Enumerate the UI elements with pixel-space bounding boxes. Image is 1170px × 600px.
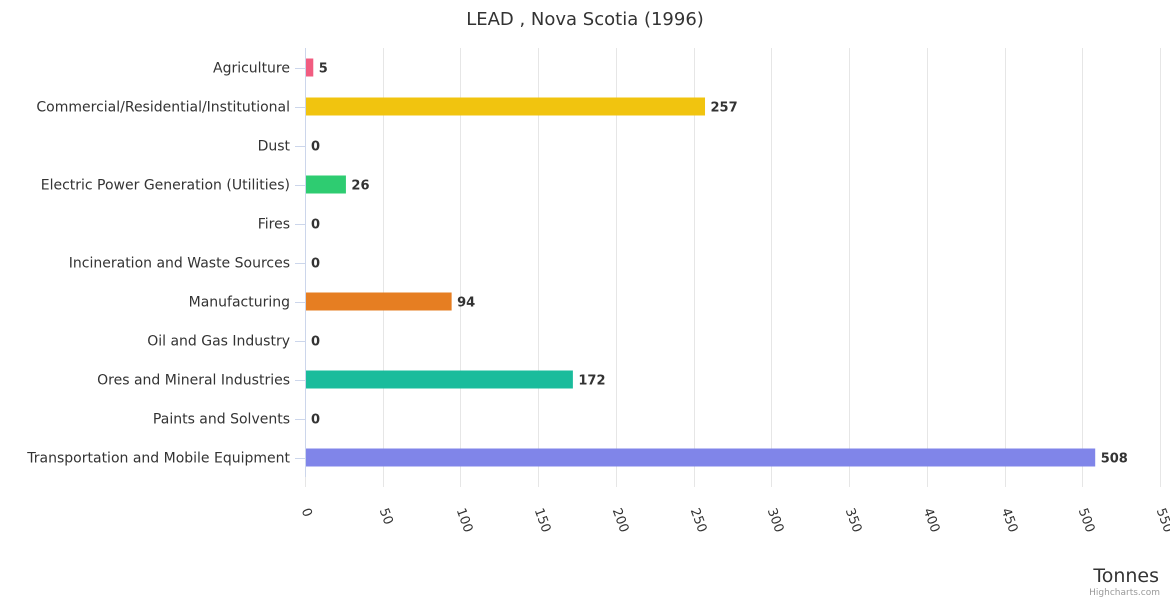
data-label: 172: [578, 374, 605, 389]
category-axis: Agriculture Commercial/Residential/Instit…: [26, 61, 305, 467]
tick-label: 400: [920, 506, 943, 534]
category-label: Transportation and Mobile Equipment: [26, 451, 290, 467]
tick-label: 50: [376, 506, 396, 527]
data-label: 0: [311, 140, 320, 155]
category-label: Manufacturing: [189, 295, 290, 311]
data-label: 0: [311, 218, 320, 233]
chart-title: LEAD , Nova Scotia (1996): [466, 9, 704, 30]
data-label: 0: [311, 335, 320, 350]
tick-label: 0: [298, 506, 315, 519]
tick-label: 450: [998, 506, 1021, 534]
bar[interactable]: [305, 175, 346, 194]
category-label: Paints and Solvents: [153, 412, 290, 428]
category-label: Fires: [258, 217, 290, 233]
value-axis-title: Tonnes: [1092, 565, 1159, 587]
tick-label: 250: [687, 506, 710, 534]
category-label: Agriculture: [213, 61, 290, 77]
tick-label: 200: [609, 506, 632, 534]
tick-label: 350: [842, 506, 865, 534]
credits-link[interactable]: Highcharts.com: [1089, 588, 1160, 598]
category-label: Ores and Mineral Industries: [97, 373, 290, 389]
data-label: 508: [1101, 452, 1128, 467]
bar[interactable]: [305, 58, 314, 77]
data-label: 94: [457, 296, 475, 311]
category-label: Dust: [258, 139, 291, 155]
data-label: 5: [319, 62, 328, 77]
bar[interactable]: [305, 292, 452, 311]
bar[interactable]: [305, 97, 706, 116]
tick-label: 150: [531, 506, 554, 534]
bar[interactable]: [305, 370, 573, 389]
data-label: 0: [311, 413, 320, 428]
bar[interactable]: [305, 448, 1096, 467]
data-label: 257: [711, 101, 738, 116]
data-label: 0: [311, 257, 320, 272]
tick-label: 550: [1153, 506, 1170, 534]
tick-label: 500: [1075, 506, 1098, 534]
value-axis-ticks: 0 50 100 150 200 250 300 350 400 450 500 550: [298, 477, 1170, 535]
category-label: Oil and Gas Industry: [147, 334, 290, 350]
bars: 5 257 0 26 0 0 94 0 172 0 508: [305, 58, 1128, 467]
tick-label: 100: [453, 506, 476, 534]
gridlines: [383, 48, 1161, 477]
data-label: 26: [351, 179, 369, 194]
tick-label: 300: [764, 506, 787, 534]
category-label: Electric Power Generation (Utilities): [41, 178, 290, 194]
category-label: Incineration and Waste Sources: [69, 256, 290, 272]
category-label: Commercial/Residential/Institutional: [36, 100, 290, 116]
